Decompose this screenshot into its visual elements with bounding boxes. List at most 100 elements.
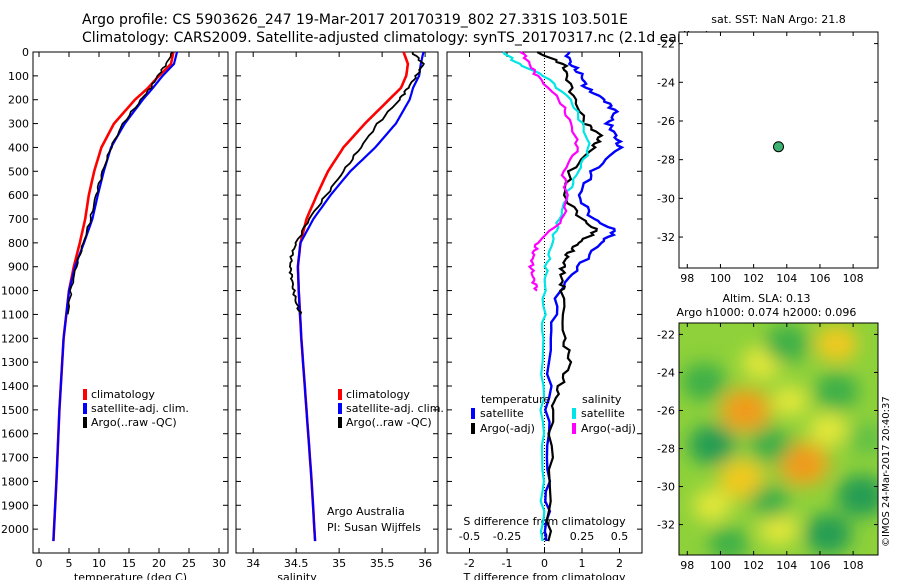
sla-anomaly-blob — [804, 514, 852, 555]
difference-legend-label: Argo(-adj) — [581, 422, 636, 435]
difference-series-2 — [536, 51, 604, 542]
sla-peak-blob — [735, 402, 756, 419]
salinity-axis-label: salinity — [277, 571, 317, 580]
sla-map-title: Altim. SLA: 0.13 — [722, 292, 810, 305]
depth-tick-label: 1900 — [1, 499, 29, 512]
depth-tick-label: 800 — [8, 237, 29, 250]
salinity-series-3 — [288, 51, 425, 315]
salinity-legend-label: satellite-adj. clim. — [346, 402, 444, 415]
temperature-xtick-label: 10 — [92, 557, 106, 570]
sla-anomaly-blob — [847, 423, 878, 455]
depth-tick-label: 1400 — [1, 380, 29, 393]
depth-tick-label: 900 — [8, 261, 29, 274]
depth-tick-label: 1800 — [1, 475, 29, 488]
temperature-xtick-label: 25 — [182, 557, 196, 570]
sst-map-ytick-label: -22 — [657, 38, 675, 51]
temperature-series-2 — [52, 51, 179, 542]
figure-title-line1: Argo profile: CS 5903626_247 19-Mar-2017… — [82, 12, 629, 28]
sla-map-subtitle: Argo h1000: 0.074 h2000: 0.096 — [677, 306, 857, 319]
temperature-legend-swatch — [83, 389, 87, 400]
sla-anomaly-blob — [708, 526, 749, 555]
difference-xtick-label: -1 — [502, 557, 513, 570]
sla-anomaly-blob — [764, 324, 810, 363]
sla-anomaly-blob — [814, 372, 859, 411]
temperature-axis-label: temperature (deg C) — [74, 571, 187, 580]
salinity-legend-label: Argo(..raw -QC) — [346, 416, 432, 429]
sla-anomaly-blob — [718, 458, 766, 499]
difference-legend-swatch — [471, 423, 475, 434]
temperature-xtick-label: 15 — [122, 557, 136, 570]
sst-map-xtick-label: 104 — [776, 272, 797, 285]
depth-tick-label: 1700 — [1, 452, 29, 465]
temperature-legend-label: satellite-adj. clim. — [91, 402, 189, 415]
temperature-legend-swatch — [83, 403, 87, 414]
depth-tick-label: 1100 — [1, 308, 29, 321]
salinity-xtick-label: 34 — [246, 557, 260, 570]
difference-series-1 — [543, 51, 625, 542]
sst-map-xtick-label: 106 — [809, 272, 830, 285]
depth-tick-label: 500 — [8, 165, 29, 178]
sla-anomaly-blob — [758, 511, 799, 546]
sla-map-xtick-label: 98 — [680, 559, 694, 572]
sla-map-ytick-label: -28 — [657, 443, 675, 456]
salinity-legend-swatch — [338, 403, 342, 414]
sla-anomaly-blob — [688, 424, 736, 465]
sla-anomaly-blob — [749, 426, 792, 463]
salinity-diff-tick-label: -0.25 — [493, 530, 521, 543]
sla-blobs — [681, 324, 878, 555]
depth-tick-label: 1500 — [1, 404, 29, 417]
difference-xtick-label: -2 — [464, 557, 475, 570]
difference-xtick-label: 2 — [616, 557, 623, 570]
pi-name-note: PI: Susan Wijffels — [327, 521, 421, 534]
sla-anomaly-blob — [750, 484, 791, 519]
sla-map-ytick-label: -22 — [657, 328, 675, 341]
salinity-series-1 — [296, 51, 410, 542]
salinity-xtick-label: 35.5 — [370, 557, 395, 570]
argo-location-marker — [773, 141, 784, 153]
sst-map-ytick-label: -32 — [657, 231, 675, 244]
difference-xtick-label: 1 — [579, 557, 586, 570]
sla-map-ytick-label: -32 — [657, 519, 675, 532]
salinity-legend-label: climatology — [346, 388, 410, 401]
sla-map-xtick-label: 108 — [843, 559, 864, 572]
timestamp-stamp: ©IMOS 24-Mar-2017 20:40:37 — [881, 396, 892, 547]
difference-series-3 — [502, 51, 591, 542]
sla-anomaly-blob — [681, 362, 727, 401]
salinity-plot-frame — [235, 51, 439, 554]
depth-tick-label: 300 — [8, 118, 29, 131]
temperature-xtick-label: 30 — [212, 557, 226, 570]
temperature-xtick-label: 0 — [36, 557, 43, 570]
depth-tick-label: 100 — [8, 70, 29, 83]
difference-legend-label: Argo(-adj) — [480, 422, 535, 435]
sst-map-xtick-label: 102 — [743, 272, 764, 285]
difference-xtick-label: 0 — [541, 557, 548, 570]
difference-legend-temperature-header: temperature — [481, 393, 550, 406]
salinity-diff-tick-label: 0.5 — [611, 530, 629, 543]
salinity-legend-swatch — [338, 417, 342, 428]
sst-map-ytick-label: -28 — [657, 154, 675, 167]
sst-map-ytick-label: -30 — [657, 192, 675, 205]
sst-map-title: sat. SST: NaN Argo: 21.8 — [711, 13, 845, 26]
sla-map-ytick-label: -24 — [657, 366, 675, 379]
sla-anomaly-blob — [815, 325, 858, 362]
temperature-legend-label: Argo(..raw -QC) — [91, 416, 177, 429]
sst-map-ytick-label: -24 — [657, 76, 675, 89]
difference-legend-swatch — [572, 408, 576, 419]
sla-map-ytick-label: -26 — [657, 404, 675, 417]
temperature-series-3 — [67, 51, 174, 315]
depth-tick-label: 1200 — [1, 332, 29, 345]
depth-tick-label: 200 — [8, 94, 29, 107]
temperature-xtick-label: 5 — [66, 557, 73, 570]
temperature-legend-label: climatology — [91, 388, 155, 401]
sst-map-xtick-label: 108 — [843, 272, 864, 285]
difference-legend-swatch — [471, 408, 475, 419]
depth-tick-label: 1000 — [1, 285, 29, 298]
salinity-xtick-label: 35 — [332, 557, 346, 570]
sla-peak-blob — [793, 455, 814, 472]
sst-map-ytick-label: -26 — [657, 115, 675, 128]
difference-legend-swatch — [572, 423, 576, 434]
difference-legend-label: satellite — [581, 407, 625, 420]
salinity-diff-axis-label: S difference from climatology — [463, 515, 626, 528]
sla-map-xtick-label: 102 — [743, 559, 764, 572]
sla-map-xtick-label: 100 — [710, 559, 731, 572]
